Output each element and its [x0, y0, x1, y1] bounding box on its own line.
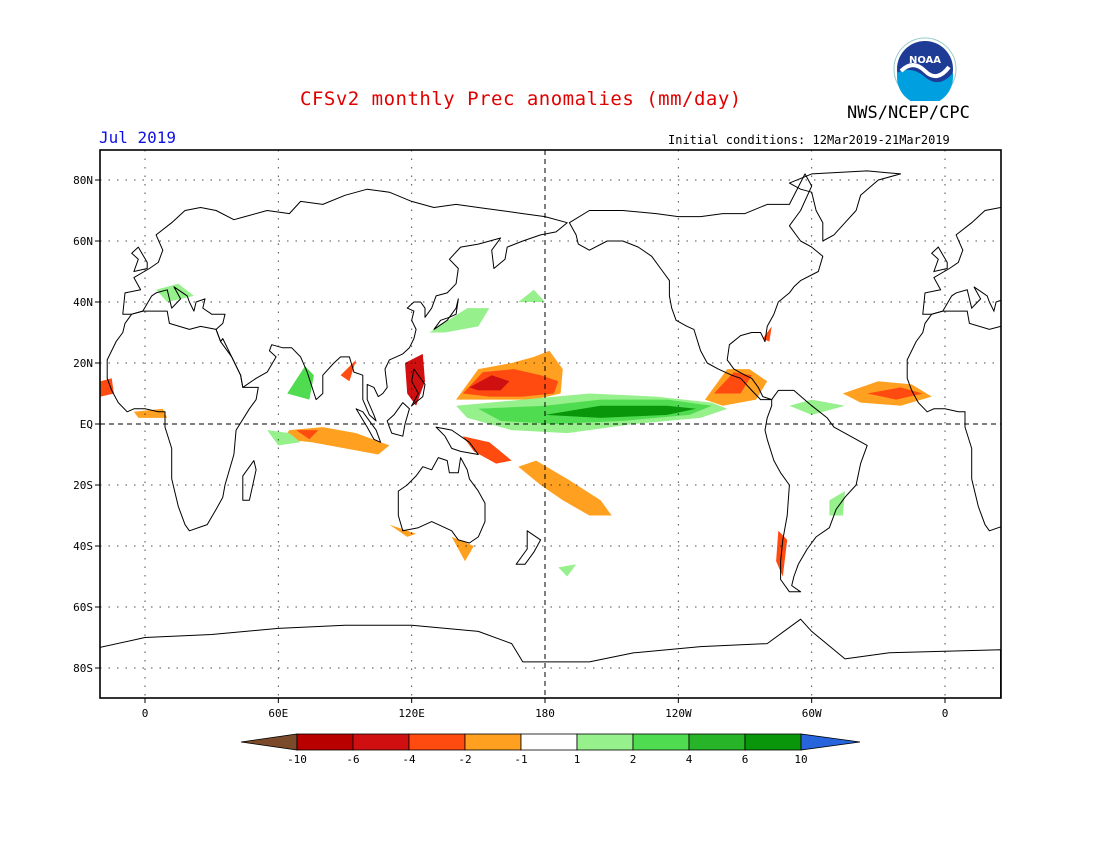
australia-coastline	[397, 457, 486, 544]
lon-tick-label: 180	[535, 707, 555, 720]
lat-tick-label: EQ	[80, 418, 93, 431]
colorbar-swatch	[744, 733, 802, 751]
south-pacific-wet-region	[558, 564, 577, 577]
atlantic-wet-region	[789, 399, 845, 415]
lon-tick-label: 60E	[268, 707, 288, 720]
colorbar-swatch	[576, 733, 634, 751]
lon-tick-label: 0	[942, 707, 949, 720]
europe-wet-region	[156, 283, 194, 302]
north-pacific-wet-region	[518, 289, 545, 302]
antarctica-coastline	[100, 618, 1001, 698]
arabian-sea-wet-region	[287, 366, 314, 400]
noaa-logo: NOAA	[893, 37, 957, 105]
borneo-coastline	[386, 402, 410, 437]
map-title: CFSv2 monthly Prec anomalies (mm/day)	[300, 88, 742, 110]
australia-south-dry-region	[451, 536, 474, 562]
colorbar-swatch	[688, 733, 746, 751]
colorbar-high-arrow	[800, 733, 861, 751]
lon-tick-label: 0	[142, 707, 149, 720]
colorbar-label: 2	[630, 753, 637, 766]
lat-tick-label: 20S	[73, 479, 93, 492]
lat-tick-label: 20N	[73, 357, 93, 370]
gulf-guinea-dry-region	[133, 408, 168, 418]
lon-tick-label: 120W	[665, 707, 692, 720]
greenland-coastline	[788, 170, 902, 242]
florida-dry-region	[762, 326, 772, 342]
colorbar-label: -2	[458, 753, 471, 766]
lat-tick-label: 40N	[73, 296, 93, 309]
japan-coastline	[433, 298, 459, 330]
lat-tick-label: 80S	[73, 662, 93, 675]
africa-coastline-wrap	[906, 310, 1001, 532]
logo-text: NOAA	[909, 55, 941, 66]
colorbar-swatch	[296, 733, 354, 751]
colorbar-swatch	[520, 733, 578, 751]
organization-label: NWS/NCEP/CPC	[847, 103, 970, 123]
colorbar-label: 1	[574, 753, 581, 766]
maritime-continent-dry-region	[462, 436, 512, 464]
colorbar-label: 4	[686, 753, 693, 766]
colorbar-swatch	[408, 733, 466, 751]
colorbar-swatch	[632, 733, 690, 751]
sulawesi-philippines-coastline	[411, 368, 426, 407]
lon-tick-label: 60W	[802, 707, 822, 720]
great-britain-coastline-wrap	[930, 246, 948, 273]
great-britain-coastline	[131, 246, 148, 272]
lon-tick-label: 120E	[398, 707, 425, 720]
colorbar-label: -6	[346, 753, 359, 766]
equatorial-pacific-wet-core-region	[545, 405, 697, 418]
colorbar-label: -1	[514, 753, 527, 766]
colorbar-label: -10	[287, 753, 307, 766]
colorbar-label: 6	[742, 753, 749, 766]
new-guinea-coastline	[435, 426, 479, 455]
japan-wet-region	[429, 308, 490, 333]
lat-tick-label: 80N	[73, 174, 93, 187]
madagascar-coastline	[242, 460, 257, 501]
lat-tick-label: 60S	[73, 601, 93, 614]
sumatra-coastline	[355, 408, 382, 443]
africa-coastline	[106, 310, 259, 532]
philippine-dry-region	[405, 353, 425, 406]
valid-month: Jul 2019	[99, 128, 177, 147]
south-america-coastline	[764, 389, 868, 593]
west-africa-dry-region	[100, 378, 114, 397]
colorbar-label: 10	[794, 753, 807, 766]
south-america-wet-region	[829, 491, 845, 516]
colorbar-swatch	[464, 733, 522, 751]
colorbar-low-arrow	[240, 733, 298, 751]
tropical-atlantic-dry-core-region	[867, 387, 923, 400]
south-pacific-dry-region	[518, 460, 612, 516]
north-america-coastline	[568, 173, 824, 401]
indian-ocean-wet-west-region	[267, 430, 301, 446]
east-pacific-mexico-dry-core-region	[713, 372, 752, 394]
initial-conditions: Initial conditions: 12Mar2019-21Mar2019	[668, 133, 950, 147]
colorbar-swatch	[352, 733, 410, 751]
west-central-pacific-dry-peak-region	[469, 375, 510, 391]
lat-tick-label: 60N	[73, 235, 93, 248]
new-zealand-coastline	[515, 530, 542, 565]
lat-tick-label: 40S	[73, 540, 93, 553]
colorbar-label: -4	[402, 753, 416, 766]
indian-ocean-dry-core-region	[296, 430, 319, 440]
